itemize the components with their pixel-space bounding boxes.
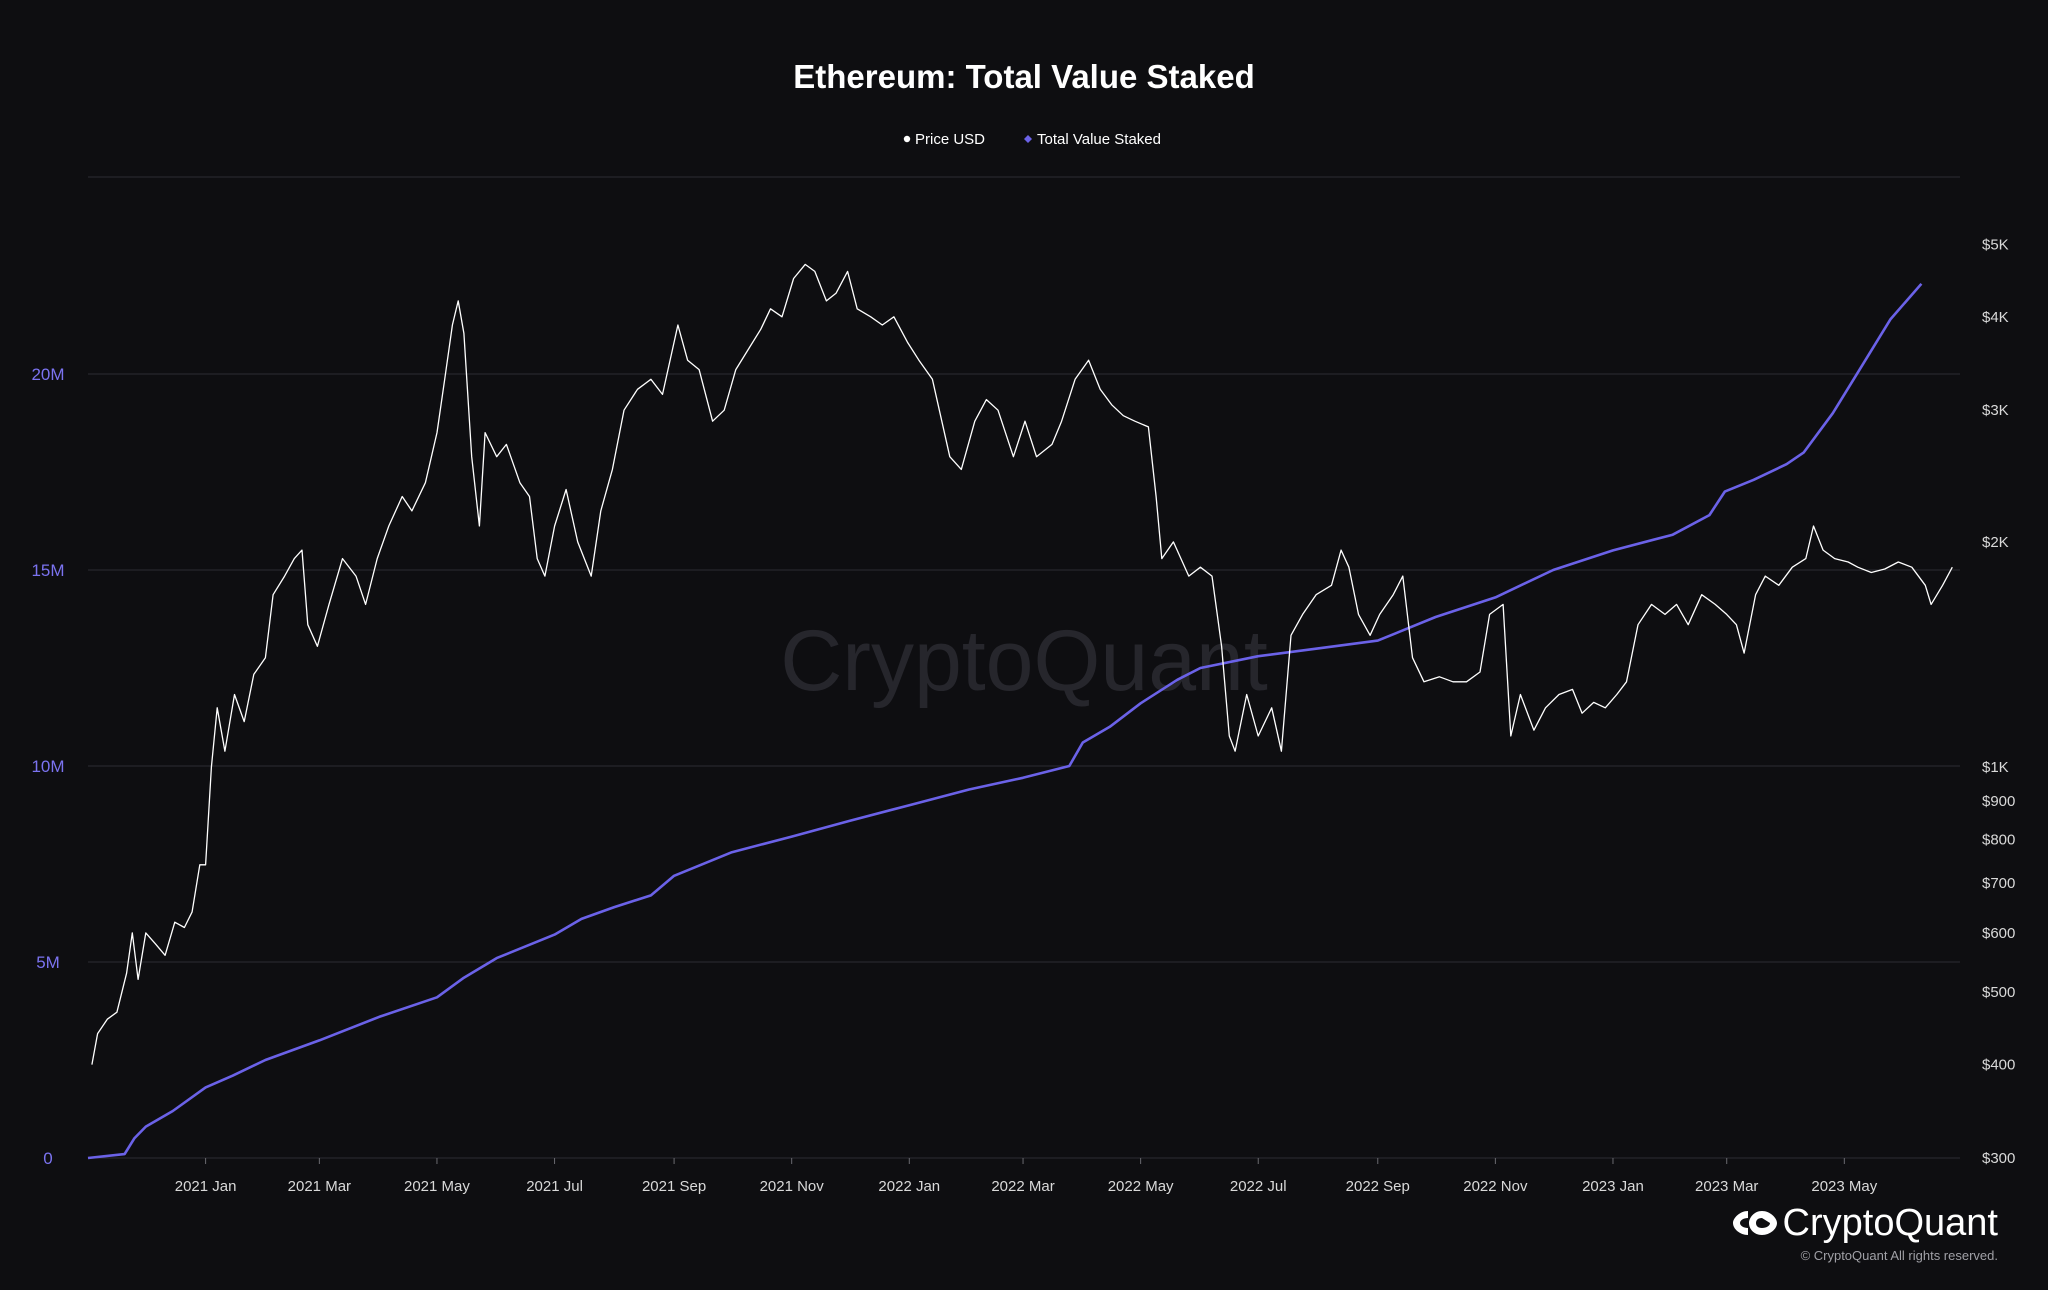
x-tick-label: 2023 Mar [1695, 1178, 1758, 1195]
x-tick-label: 2021 Nov [760, 1178, 825, 1195]
left-tick-label: 5M [36, 953, 60, 972]
right-tick-label: $300 [1982, 1150, 2015, 1167]
right-tick-label: $600 [1982, 925, 2015, 942]
left-tick-label: 0 [43, 1149, 52, 1168]
grid [88, 176, 1960, 1159]
right-tick-label: $5K [1982, 236, 2009, 253]
watermark: CryptoQuant [780, 613, 1268, 709]
brand-name: CryptoQuant [1783, 1202, 1999, 1244]
x-tick-label: 2021 Mar [288, 1178, 351, 1195]
legend-staked-marker [1024, 135, 1032, 143]
right-tick-label: $400 [1982, 1057, 2015, 1074]
legend-price-marker [903, 135, 911, 143]
right-tick-label: $3K [1982, 402, 2009, 419]
x-tick-label: 2022 May [1108, 1178, 1174, 1195]
x-tick-label: 2023 May [1811, 1178, 1877, 1195]
copyright: © CryptoQuant All rights reserved. [1801, 1248, 1998, 1263]
x-tick-label: 2021 Sep [642, 1178, 706, 1195]
right-tick-label: $700 [1982, 875, 2015, 892]
x-tick-label: 2023 Jan [1582, 1178, 1644, 1195]
x-tick-label: 2022 Sep [1346, 1178, 1410, 1195]
x-tick-label: 2021 Jan [175, 1178, 237, 1195]
series-total-value-staked-line [87, 282, 1923, 1160]
x-tick-label: 2022 Mar [991, 1178, 1054, 1195]
right-tick-label: $500 [1982, 984, 2015, 1001]
right-tick-label: $2K [1982, 534, 2009, 551]
left-axis: 0 5M 10M 15M 20M [31, 365, 64, 1168]
x-tick-label: 2021 Jul [526, 1178, 583, 1195]
brand: CryptoQuant © CryptoQuant All rights res… [1733, 1202, 1998, 1263]
legend-staked-label[interactable]: Total Value Staked [1037, 131, 1161, 148]
right-tick-label: $900 [1982, 793, 2015, 810]
legend-price-label[interactable]: Price USD [915, 131, 985, 148]
right-tick-label: $800 [1982, 831, 2015, 848]
cryptoquant-logo-icon [1733, 1211, 1777, 1235]
left-tick-label: 10M [31, 757, 64, 776]
right-axis: $300 $400 $500 $600 $700 $800 $900 $1K $2K $3K $4K… [1982, 236, 2015, 1167]
chart-title: Ethereum: Total Value Staked [793, 58, 1255, 95]
x-tick-label: 2022 Jul [1230, 1178, 1287, 1195]
x-axis: 2021 Jan 2021 Mar 2021 May 2021 Jul 2021 Sep… [175, 1158, 1878, 1195]
x-tick-label: 2022 Jan [878, 1178, 940, 1195]
x-tick-label: 2021 May [404, 1178, 470, 1195]
left-tick-label: 20M [31, 365, 64, 384]
legend[interactable]: Price USD Total Value Staked [903, 131, 1161, 148]
left-tick-label: 15M [31, 561, 64, 580]
right-tick-label: $4K [1982, 309, 2009, 326]
series-price-usd-line [91, 263, 1953, 1065]
x-tick-label: 2022 Nov [1463, 1178, 1528, 1195]
right-tick-label: $1K [1982, 759, 2009, 776]
